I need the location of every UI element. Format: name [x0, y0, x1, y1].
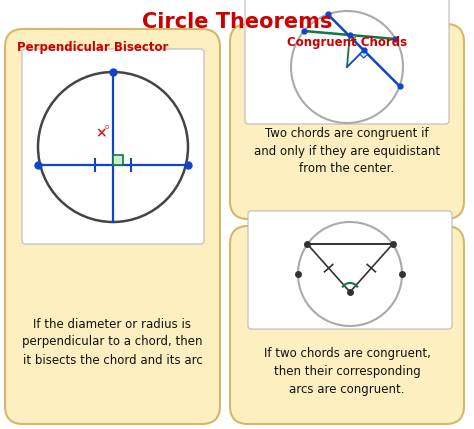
Text: Congruent Chords: Congruent Chords [287, 36, 407, 49]
Text: Perpendicular Bisector: Perpendicular Bisector [17, 41, 168, 54]
Text: Two chords are congruent if
and only if they are equidistant
from the center.: Two chords are congruent if and only if … [254, 127, 440, 175]
Text: o: o [105, 124, 109, 130]
FancyBboxPatch shape [230, 24, 464, 219]
Text: ×: × [95, 126, 107, 140]
Text: If the diameter or radius is
perpendicular to a chord, then
it bisects the chord: If the diameter or radius is perpendicul… [22, 317, 203, 366]
FancyBboxPatch shape [230, 226, 464, 424]
Bar [113, 155, 123, 165]
FancyBboxPatch shape [5, 29, 220, 424]
Text: Circle Theorems: Circle Theorems [142, 12, 332, 32]
Polygon shape [349, 35, 356, 41]
FancyBboxPatch shape [248, 211, 452, 329]
Polygon shape [360, 50, 368, 58]
FancyBboxPatch shape [22, 49, 204, 244]
FancyBboxPatch shape [245, 0, 449, 124]
Text: If two chords are congruent,
then their corresponding
arcs are congruent.: If two chords are congruent, then their … [264, 347, 430, 396]
